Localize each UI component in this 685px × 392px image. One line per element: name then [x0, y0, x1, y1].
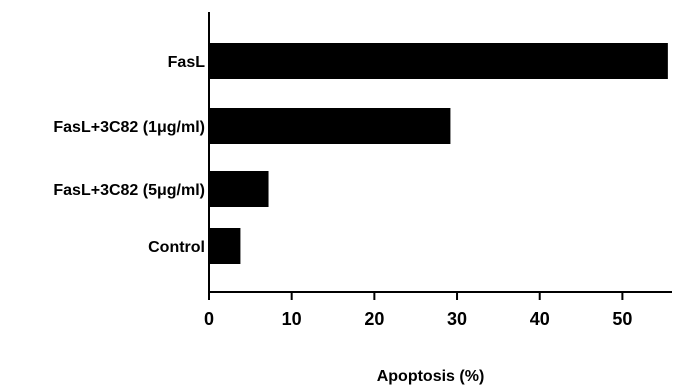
- category-label: FasL+3C82 (1μg/ml): [53, 119, 205, 136]
- category-label: FasL: [168, 54, 206, 71]
- x-tick-label: 50: [612, 309, 632, 329]
- x-tick-label: 0: [204, 309, 214, 329]
- x-tick-label: 40: [530, 309, 550, 329]
- x-tick-label: 20: [364, 309, 384, 329]
- x-ticks: 0 10 20 30 40 50: [204, 292, 632, 329]
- category-label: FasL+3C82 (5μg/ml): [53, 182, 205, 199]
- x-tick-label: 10: [282, 309, 302, 329]
- x-tick-label: 30: [447, 309, 467, 329]
- bar-2: [209, 171, 269, 207]
- bar-0: [209, 43, 668, 79]
- bars-layer: [209, 43, 668, 264]
- bar-3: [209, 228, 241, 264]
- axes-layer: [208, 12, 672, 293]
- bar-1: [209, 108, 451, 144]
- category-labels: FasL FasL+3C82 (1μg/ml) FasL+3C82 (5μg/ml)…: [53, 54, 205, 256]
- x-axis-title: Apoptosis (%): [377, 368, 485, 385]
- category-label: Control: [148, 239, 205, 256]
